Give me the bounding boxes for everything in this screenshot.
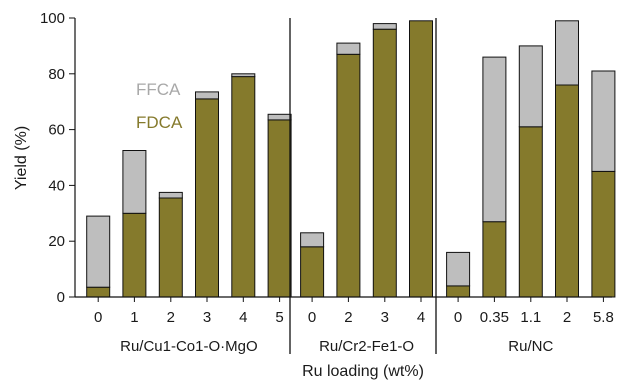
y-tick-label: 20 — [48, 233, 65, 250]
x-tick-label: 2 — [167, 309, 175, 326]
x-tick-label: 4 — [239, 309, 247, 326]
bar-fdca-1-2 — [372, 28, 397, 298]
bar-fdca-1-1 — [336, 53, 361, 298]
x-tick-label: 1 — [130, 309, 138, 326]
bar-ffca-0-1 — [122, 150, 147, 214]
bar-ffca-1-1 — [336, 42, 361, 55]
y-tick-label: 100 — [40, 10, 65, 27]
bar-fdca-0-1 — [122, 212, 147, 298]
x-tick-label: 0.35 — [480, 309, 509, 326]
x-tick-label: 5.8 — [593, 309, 614, 326]
x-tick-label: 0 — [454, 309, 462, 326]
bar-ffca-0-2 — [158, 191, 183, 199]
bar-ffca-0-5 — [267, 113, 292, 121]
group-label-2: Ru/NC — [508, 338, 553, 355]
bar-ffca-2-3 — [555, 20, 579, 86]
bar-fdca-0-0 — [86, 286, 111, 298]
bar-ffca-2-0 — [446, 251, 471, 287]
bar-fdca-2-1 — [482, 221, 507, 298]
x-tick-label: 1.1 — [520, 309, 541, 326]
bar-fdca-0-5 — [267, 119, 292, 298]
bar-fdca-2-4 — [591, 170, 616, 298]
bars-layer — [86, 20, 616, 298]
legend-label-ffca: FFCA — [136, 80, 181, 99]
x-axis-title: Ru loading (wt%) — [302, 363, 424, 380]
bar-ffca-2-1 — [482, 56, 507, 223]
bar-ffca-2-2 — [518, 45, 543, 128]
x-tick-label: 3 — [381, 309, 389, 326]
x-tick-label: 0 — [308, 309, 316, 326]
x-tick-label: 2 — [563, 309, 571, 326]
group-label-1: Ru/Cr2-Fe1-O — [319, 338, 414, 355]
y-tick-label: 80 — [48, 66, 65, 83]
bar-fdca-2-0 — [446, 285, 471, 298]
bar-ffca-0-4 — [231, 73, 256, 78]
x-tick-label: 0 — [94, 309, 102, 326]
y-axis-title: Yield (%) — [13, 126, 30, 190]
x-tick-label: 5 — [275, 309, 283, 326]
group-dividers — [289, 18, 437, 354]
x-tick-label: 4 — [417, 309, 425, 326]
bar-ffca-0-3 — [195, 91, 219, 100]
bar-ffca-1-2 — [372, 23, 397, 30]
bar-fdca-1-0 — [300, 246, 325, 298]
bar-fdca-2-2 — [518, 126, 543, 298]
legend-label-fdca: FDCA — [136, 113, 183, 132]
y-tick-label: 60 — [48, 122, 65, 139]
bar-fdca-2-3 — [555, 84, 579, 298]
y-tick-label: 0 — [57, 289, 65, 306]
bar-fdca-1-3 — [409, 20, 433, 298]
bar-ffca-0-0 — [86, 215, 111, 288]
axes-layer — [69, 17, 612, 302]
y-tick-label: 40 — [48, 177, 65, 194]
bar-ffca-1-0 — [300, 232, 325, 248]
x-tick-label: 3 — [203, 309, 211, 326]
bar-fdca-0-3 — [195, 98, 219, 298]
group-label-0: Ru/Cu1-Co1-O·MgO — [120, 338, 258, 355]
bar-ffca-2-4 — [591, 70, 616, 172]
x-tick-label: 2 — [344, 309, 352, 326]
bar-fdca-0-4 — [231, 76, 256, 298]
bar-fdca-0-2 — [158, 197, 183, 298]
